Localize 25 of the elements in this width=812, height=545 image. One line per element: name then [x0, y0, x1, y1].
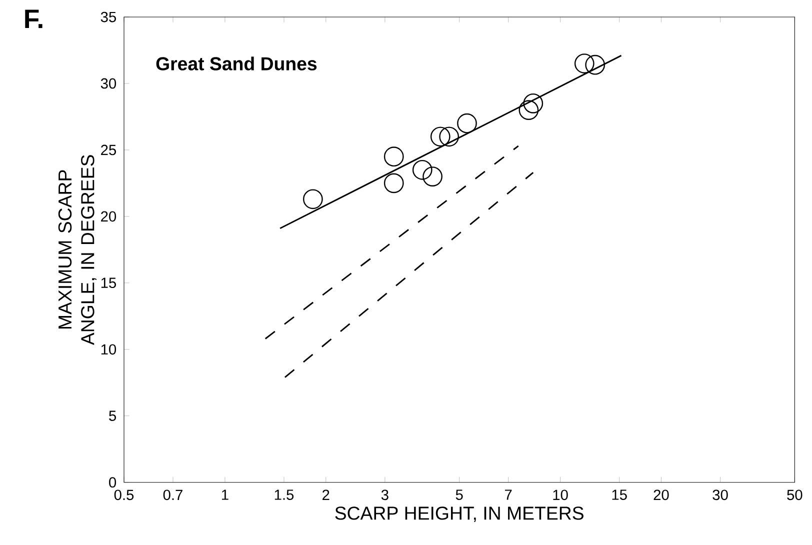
x-tick-label: 30 — [712, 490, 728, 500]
x-tick-label: 20 — [654, 490, 669, 500]
x-tick-label: 3 — [381, 490, 388, 500]
chart-title: F. — [25, 10, 42, 28]
x-tick-label: 2 — [322, 490, 330, 500]
x-tick-label: 1.5 — [274, 490, 294, 500]
y-tick-label: 20 — [101, 211, 116, 222]
x-tick-label: 1 — [222, 490, 228, 500]
x-tick-label: 50 — [787, 490, 802, 500]
y-tick-label: 5 — [109, 410, 116, 421]
x-tick-label: 7 — [505, 490, 512, 500]
x-tick-label: 0.7 — [163, 490, 182, 500]
x-tick-label: 5 — [456, 490, 463, 500]
y-tick-label: 35 — [100, 12, 116, 22]
y-tick-label: 25 — [101, 144, 116, 156]
y-tick-label: 15 — [101, 278, 116, 288]
x-tick-label: 15 — [612, 490, 627, 500]
y-axis-title: MAXIMUM SCARP ANGLE, IN DEGREES — [58, 155, 96, 346]
x-tick-label: 10 — [553, 490, 568, 500]
y-tick-label: 10 — [101, 344, 116, 355]
x-axis-title: SCARP HEIGHT, IN METERS — [335, 506, 584, 522]
x-tick-label: 0.5 — [114, 490, 134, 500]
annotation: Great Sand Dunes — [156, 56, 317, 70]
y-tick-label: 0 — [109, 477, 116, 488]
y-tick-label: 30 — [100, 78, 116, 89]
